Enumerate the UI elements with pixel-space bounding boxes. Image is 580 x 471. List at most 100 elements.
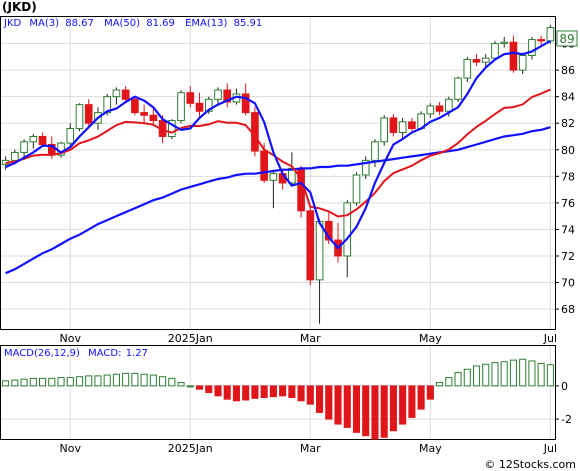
macd-bar-positive (491, 362, 499, 387)
macd-bar-positive (454, 372, 462, 387)
macd-panel (0, 345, 556, 440)
macd-bar-negative (269, 385, 277, 398)
price-y-tick-label: 70 (561, 277, 575, 290)
macd-bar-positive (20, 378, 28, 387)
candle-down (38, 135, 47, 145)
price-y-tick-label: 76 (561, 197, 575, 210)
legend-ma50-label: MA(50) (104, 18, 140, 29)
candle-up (269, 173, 278, 181)
price-legend: JKD MA(3) 88.67 MA(50) 81.69 EMA(13) 85.… (3, 18, 262, 29)
candle-down (121, 89, 130, 100)
macd-bars (2, 358, 554, 440)
macd-bar-positive (122, 372, 130, 387)
macd-bar-positive (472, 365, 481, 387)
candle-up (500, 41, 509, 45)
macd-bar-positive (75, 376, 84, 387)
macd-bar-negative (297, 385, 305, 402)
macd-bar-positive (168, 377, 176, 387)
legend-ma3-label: MA(3) (29, 18, 59, 29)
macd-x-tick-label: Jul (543, 442, 557, 455)
candle-down (306, 210, 315, 281)
candle-up (20, 141, 28, 153)
macd-legend: MACD(26,12,9) MACD: 1.27 (4, 348, 148, 359)
candle-up (167, 120, 176, 137)
candle-up (315, 220, 324, 281)
ma3-line (5, 39, 551, 250)
candle-up (343, 202, 352, 257)
candle-up (177, 92, 185, 122)
macd-bar-negative (214, 385, 222, 397)
candle-up (361, 159, 370, 176)
macd-x-tick-label: 2025Jan (168, 442, 213, 455)
candle-down (509, 41, 518, 71)
price-x-tick-label: Mar (300, 332, 321, 345)
candle-down (186, 92, 195, 104)
candle-up (491, 43, 499, 59)
macd-bar-negative (399, 385, 407, 425)
macd-legend-value-label: MACD: (88, 348, 121, 359)
macd-bar-positive (2, 380, 10, 387)
macd-bar-negative (205, 385, 213, 394)
macd-bar-negative (362, 385, 370, 437)
ema13-line (5, 88, 551, 218)
price-y-tick-label: 80 (561, 144, 575, 157)
macd-bar-negative (408, 385, 416, 418)
macd-bar-positive (186, 385, 194, 388)
macd-bar-negative (242, 385, 250, 401)
candle-up (352, 174, 361, 204)
macd-bar-negative (352, 385, 361, 433)
macd-bar-negative (232, 385, 240, 402)
candle-up (11, 151, 19, 161)
candle-up (454, 77, 462, 100)
candle-down (435, 105, 444, 112)
candle-up (29, 135, 38, 143)
candle-down (241, 93, 250, 114)
macd-bar-negative (325, 385, 333, 420)
legend-ma3-value: 88.67 (65, 18, 94, 29)
last-price-box (556, 30, 578, 47)
macd-bar-positive (546, 364, 554, 387)
candle-up (214, 89, 222, 100)
macd-grid (1, 346, 555, 439)
macd-bar-positive (149, 374, 157, 387)
footer-credit: © 12Stocks.com (484, 458, 576, 471)
macd-bar-negative (195, 385, 204, 390)
macd-bar-positive (519, 358, 527, 387)
macd-bar-negative (334, 385, 342, 425)
macd-bar-negative (251, 385, 259, 399)
macd-bar-positive (140, 373, 148, 387)
price-y-tick-label: 78 (561, 170, 575, 183)
candle-down (140, 112, 148, 116)
macd-bar-negative (316, 385, 324, 413)
candle-up (112, 89, 121, 98)
candle-up (371, 141, 379, 161)
price-x-tick-label: 2025Jan (168, 332, 213, 345)
price-y-tick-label: 82 (561, 117, 575, 130)
candle-down (472, 58, 481, 63)
macd-bar-positive (103, 374, 111, 387)
legend-ema13-label: EMA(13) (185, 18, 227, 29)
macd-bar-positive (131, 372, 139, 387)
macd-bar-positive (57, 377, 65, 387)
macd-bar-negative (343, 385, 351, 428)
price-x-axis: Nov 2025Jan Mar May Jul (60, 332, 558, 345)
candle-up (75, 104, 84, 130)
candle-up (444, 98, 453, 112)
macd-legend-value: 1.27 (126, 348, 148, 359)
macd-x-tick-label: Nov (60, 442, 82, 455)
macd-x-tick-label: May (419, 442, 442, 455)
candle-up (66, 128, 75, 144)
macd-bar-negative (279, 385, 287, 397)
candle-up (481, 57, 490, 63)
price-x-tick-label: May (419, 332, 442, 345)
price-x-tick-label: Jul (543, 332, 557, 345)
macd-bar-negative (389, 385, 397, 432)
candle-up (426, 105, 435, 115)
candle-down (149, 114, 158, 122)
macd-y-tick-label: 0 (561, 380, 568, 393)
macd-bar-negative (426, 385, 434, 400)
macd-bar-negative (371, 385, 379, 440)
last-price-label: 89 (559, 32, 574, 46)
macd-x-axis: Nov 2025Jan Mar May Jul (60, 442, 558, 455)
